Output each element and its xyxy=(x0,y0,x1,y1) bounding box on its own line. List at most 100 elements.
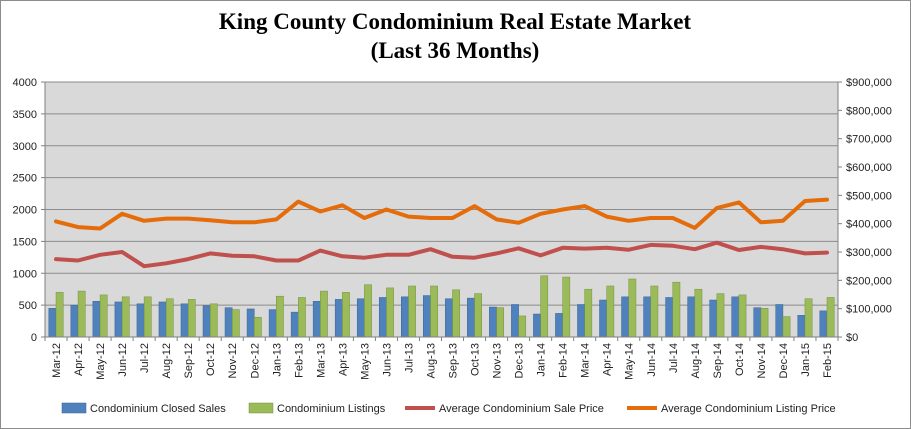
right-axis-tick-label: $500,000 xyxy=(846,190,892,202)
x-axis-tick-label: Aug-14 xyxy=(690,343,702,378)
listings-bar xyxy=(55,292,64,338)
x-axis-tick-label: Apr-13 xyxy=(337,343,349,376)
x-axis-tick-label: Jun-12 xyxy=(117,343,129,377)
left-axis-tick-label: 4000 xyxy=(13,77,37,89)
listings-bar xyxy=(430,285,438,338)
closed-sales-bar xyxy=(577,304,585,338)
listings-bar xyxy=(584,288,593,338)
listings-bar xyxy=(474,293,482,338)
closed-sales-bar xyxy=(489,306,497,338)
closed-sales-bar xyxy=(246,308,255,338)
listings-bar xyxy=(496,307,505,338)
listings-bar xyxy=(408,285,416,338)
listings-bar xyxy=(298,297,306,338)
left-axis-tick-label: 3500 xyxy=(13,109,37,121)
closed-sales-bar xyxy=(819,310,828,338)
listings-bar xyxy=(276,295,284,338)
left-axis-tick-label: 500 xyxy=(19,300,37,312)
right-axis-tick-label: $700,000 xyxy=(846,134,892,146)
closed-sales-bar xyxy=(224,307,233,338)
closed-sales-bar xyxy=(158,301,167,338)
closed-sales-bar xyxy=(753,307,762,338)
closed-sales-bar xyxy=(48,308,57,338)
x-axis-tick-label: Jul-13 xyxy=(403,343,415,373)
legend-label: Condominium Listings xyxy=(277,403,386,415)
axes: 0 500 1000 1500 2000 2500 3000 3500 4000 $0 $100,0… xyxy=(13,77,892,380)
closed-sales-bar xyxy=(378,297,387,338)
closed-sales-bar xyxy=(180,303,189,338)
right-axis-tick-label: $200,000 xyxy=(846,275,892,287)
right-axis-tick-label: $900,000 xyxy=(846,77,892,89)
x-axis-tick-label: Oct-13 xyxy=(470,343,482,376)
listings-bar xyxy=(99,294,108,338)
legend-label: Average Condominium Sale Price xyxy=(439,403,604,415)
closed-sales-bar xyxy=(665,297,674,338)
closed-sales-bar xyxy=(445,298,453,338)
listings-bar xyxy=(694,288,703,338)
x-axis-tick-label: Feb-13 xyxy=(293,343,305,378)
x-axis-tick-label: Dec-13 xyxy=(514,343,526,378)
x-axis-tick-label: Nov-14 xyxy=(756,343,768,378)
closed-sales-bar xyxy=(775,304,784,338)
closed-sales-bar xyxy=(555,313,563,338)
listings-bar xyxy=(738,294,747,338)
left-axis-tick-label: 2000 xyxy=(13,205,37,217)
listings-bar xyxy=(254,316,262,338)
listings-bar xyxy=(77,290,86,338)
closed-sales-bar xyxy=(621,296,629,338)
x-axis-tick-label: Apr-14 xyxy=(602,343,614,376)
listings-bar xyxy=(716,293,725,338)
x-axis-tick-label: Dec-14 xyxy=(778,343,790,378)
legend-label: Average Condominium Listing Price xyxy=(661,403,836,415)
x-axis-tick-label: Sep-14 xyxy=(712,343,724,378)
x-axis-tick-label: Feb-14 xyxy=(558,343,570,378)
listings-bar xyxy=(804,298,813,338)
right-axis-tick-label: $0 xyxy=(846,332,858,344)
closed-sales-bar xyxy=(709,299,718,338)
x-axis-tick-label: Nov-13 xyxy=(492,343,504,378)
chart-subtitle: (Last 36 Months) xyxy=(371,38,540,63)
x-axis-tick-label: Jul-14 xyxy=(668,343,680,373)
listings-bar xyxy=(386,287,394,338)
closed-sales-bar xyxy=(202,305,211,338)
closed-sales-bar xyxy=(290,311,299,338)
x-axis-tick-label: Mar-12 xyxy=(51,343,63,378)
closed-sales-bar xyxy=(268,309,277,338)
listings-bar xyxy=(121,296,130,338)
x-axis-tick-label: Mar-14 xyxy=(580,343,592,378)
legend: Condominium Closed Sales Condominium List… xyxy=(61,402,836,415)
closed-sales-bar xyxy=(114,301,123,338)
closed-sales-bar xyxy=(467,297,475,338)
closed-sales-bar xyxy=(401,296,409,338)
x-axis-tick-label: Apr-12 xyxy=(73,343,85,376)
left-axis-tick-label: 1500 xyxy=(13,236,37,248)
closed-sales-bar xyxy=(797,315,806,338)
closed-sales-bar xyxy=(70,304,79,338)
x-axis-tick-label: Jul-12 xyxy=(139,343,151,373)
listings-bar xyxy=(187,299,196,338)
legend-swatch-listings xyxy=(248,402,274,414)
x-axis-tick-label: Mar-13 xyxy=(315,343,327,378)
listings-bar xyxy=(143,296,152,338)
x-axis-tick-label: Dec-12 xyxy=(249,343,261,378)
right-axis-tick-label: $600,000 xyxy=(846,162,892,174)
right-axis-tick-label: $100,000 xyxy=(846,304,892,316)
closed-sales-bar xyxy=(687,296,696,338)
closed-sales-bar xyxy=(136,303,145,338)
right-axis-tick-label: $300,000 xyxy=(846,247,892,259)
left-axis-tick-label: 1000 xyxy=(13,268,37,280)
closed-sales-bar xyxy=(731,296,740,338)
listings-bar xyxy=(760,308,769,338)
x-axis-tick-label: Aug-13 xyxy=(425,343,437,378)
closed-sales-bar xyxy=(92,301,101,338)
listings-bar xyxy=(364,284,372,338)
listings-bar xyxy=(342,292,350,338)
listing-price-line xyxy=(54,197,829,231)
listings-bar xyxy=(628,278,637,338)
closed-sales-bar xyxy=(599,299,607,338)
legend-label: Condominium Closed Sales xyxy=(90,403,226,415)
listings-bar xyxy=(320,290,328,338)
closed-sales-bar xyxy=(511,304,519,338)
closed-sales-bar xyxy=(356,298,365,338)
